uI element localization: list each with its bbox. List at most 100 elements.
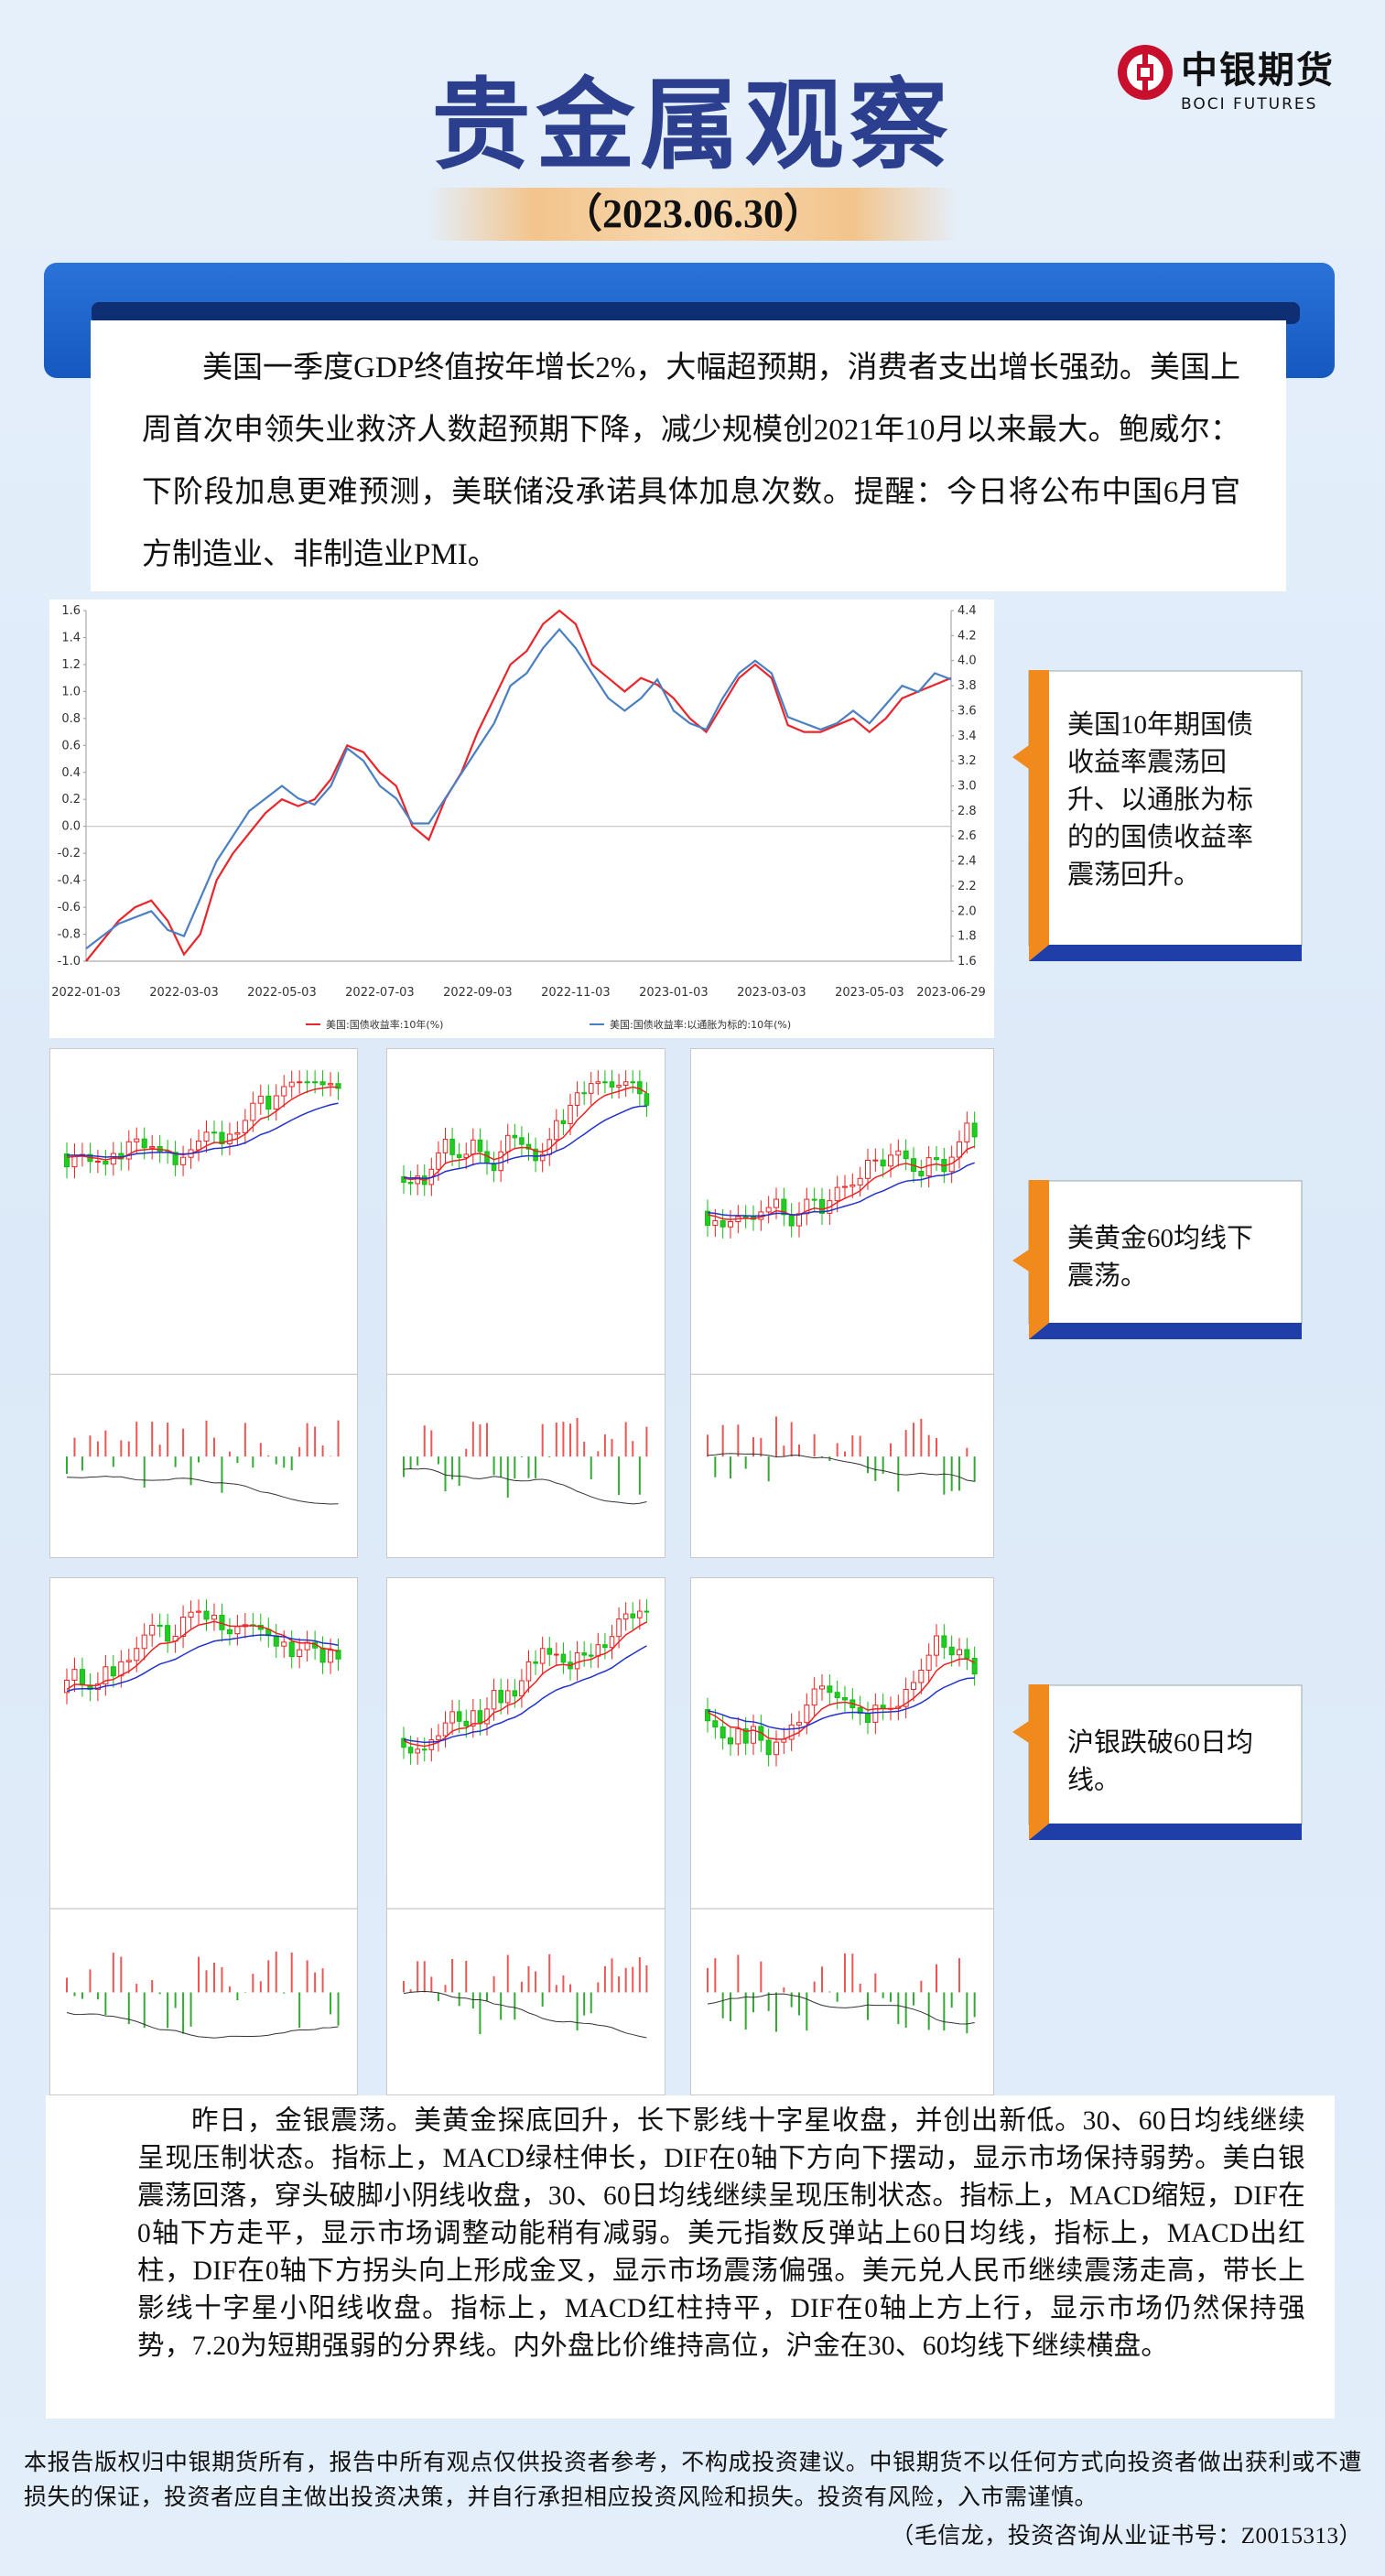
decorative-candle bbox=[63, 1153, 70, 1168]
decorative-candle bbox=[94, 1160, 101, 1163]
y-tick-label: -1.0 bbox=[58, 955, 81, 969]
chart-panel bbox=[49, 1577, 358, 2095]
panel-graphic bbox=[387, 1070, 665, 1505]
decorative-candle bbox=[304, 1081, 310, 1084]
decorative-candle bbox=[827, 1685, 833, 1694]
decorative-ma bbox=[403, 1105, 647, 1180]
decorative-candle bbox=[195, 1140, 202, 1151]
decorative-ma bbox=[403, 1621, 647, 1748]
decorative-candle bbox=[865, 1160, 871, 1179]
decorative-candle bbox=[788, 1724, 795, 1740]
decorative-candle bbox=[533, 1148, 538, 1162]
decorative-candle bbox=[141, 1138, 147, 1149]
decorative-candle bbox=[971, 1658, 978, 1675]
decorative-candle bbox=[948, 1646, 955, 1656]
y-tick-label: 1.4 bbox=[61, 631, 81, 644]
decorative-candle bbox=[804, 1705, 810, 1724]
decorative-candle bbox=[895, 1150, 902, 1156]
decorative-candle bbox=[180, 1616, 187, 1638]
decorative-candle bbox=[335, 1650, 341, 1660]
decorative-candle bbox=[539, 1153, 546, 1162]
decorative-candle bbox=[857, 1706, 863, 1715]
decorative-candle bbox=[319, 1647, 326, 1663]
decorative-candle bbox=[765, 1739, 772, 1756]
decorative-candle bbox=[903, 1150, 909, 1160]
y2-tick-label: 3.8 bbox=[958, 679, 977, 693]
title: 贵金属观察 bbox=[431, 69, 954, 183]
x-tick-label: 2022-03-03 bbox=[149, 986, 219, 1000]
legend-label: 美国:国债收益率:10年(%) bbox=[326, 1018, 443, 1031]
decorative-candle bbox=[774, 1741, 779, 1756]
decorative-candle bbox=[554, 1653, 559, 1656]
decorative-ma bbox=[66, 1634, 339, 1693]
y-tick-label: 1.2 bbox=[61, 658, 81, 672]
x-tick-label: 2023-01-03 bbox=[639, 986, 709, 1000]
decorative-candle bbox=[720, 1726, 726, 1738]
decorative-candle bbox=[463, 1720, 470, 1726]
y2-tick-label: 3.0 bbox=[958, 780, 977, 794]
decorative-candle bbox=[872, 1159, 879, 1162]
decorative-candle bbox=[857, 1177, 863, 1185]
decorative-candle bbox=[609, 1081, 615, 1088]
x-tick-label: 2022-05-03 bbox=[247, 986, 317, 1000]
decorative-candle bbox=[203, 1610, 210, 1620]
decorative-candle bbox=[872, 1705, 879, 1723]
decorative-candle bbox=[637, 1610, 643, 1618]
callout-frame bbox=[1012, 1180, 1303, 1339]
decorative-candle bbox=[519, 1680, 525, 1697]
decorative-ma bbox=[403, 1645, 647, 1744]
y-tick-label: -0.4 bbox=[58, 874, 81, 888]
decorative-candle bbox=[525, 1143, 532, 1150]
decorative-candle bbox=[588, 1654, 594, 1657]
y-tick-label: 0.6 bbox=[61, 739, 81, 752]
y2-tick-label: 4.0 bbox=[958, 655, 977, 668]
decorative-candle bbox=[242, 1120, 248, 1133]
legend-label: 美国:国债收益率:以通胀为标的:10年(%) bbox=[610, 1018, 791, 1031]
x-tick-label: 2023-05-03 bbox=[835, 986, 904, 1000]
decorative-candle bbox=[226, 1133, 233, 1144]
decorative-candle bbox=[319, 1081, 326, 1086]
decorative-candle bbox=[281, 1641, 287, 1647]
decorative-candle bbox=[134, 1648, 140, 1661]
decorative-candle bbox=[796, 1213, 802, 1227]
decorative-candle bbox=[234, 1626, 241, 1635]
logo-name: 中银期货 bbox=[1181, 49, 1335, 92]
logo-icon bbox=[1118, 45, 1173, 100]
decorative-candle bbox=[188, 1611, 194, 1618]
x-tick-label: 2023-03-03 bbox=[737, 986, 806, 1000]
decorative-candle bbox=[602, 1081, 608, 1084]
y-tick-label: 0.4 bbox=[61, 766, 81, 780]
decorative-ma bbox=[707, 1677, 975, 1730]
decorative-candle bbox=[512, 1690, 518, 1697]
decorative-macd bbox=[66, 1476, 339, 1505]
decorative-candle bbox=[622, 1081, 629, 1087]
decorative-candle bbox=[728, 1737, 733, 1745]
y2-tick-label: 2.4 bbox=[958, 855, 977, 869]
decorative-macd bbox=[403, 1990, 647, 2039]
decorative-candle bbox=[463, 1153, 470, 1158]
decorative-candle bbox=[157, 1624, 163, 1627]
y2-tick-label: 2.8 bbox=[958, 805, 977, 818]
decorative-candle bbox=[742, 1728, 749, 1744]
decorative-candle bbox=[312, 1081, 319, 1084]
decorative-candle bbox=[581, 1652, 587, 1656]
decorative-candle bbox=[415, 1748, 420, 1754]
decorative-candle bbox=[911, 1682, 916, 1691]
decorative-candle bbox=[842, 1185, 848, 1188]
decorative-candle bbox=[865, 1713, 871, 1723]
decorative-candle bbox=[226, 1629, 233, 1635]
decorative-macd bbox=[66, 2012, 339, 2039]
decorative-candle bbox=[849, 1184, 856, 1187]
decorative-candle bbox=[554, 1120, 559, 1141]
decorative-candle bbox=[728, 1220, 733, 1228]
decorative-candle bbox=[79, 1669, 85, 1686]
decorative-candle bbox=[504, 1690, 511, 1704]
decorative-candle bbox=[934, 1635, 939, 1656]
callout-frame bbox=[1012, 1684, 1303, 1840]
y2-tick-label: 3.2 bbox=[958, 754, 977, 768]
author: （毛信龙，投资咨询从业证书号：Z0015313） bbox=[891, 2524, 1362, 2549]
decorative-candle bbox=[288, 1081, 295, 1088]
callout-text: 美国10年期国债收益率震荡回升、以通胀为标的的国债收益率震荡回升。 bbox=[1067, 710, 1254, 890]
decorative-candle bbox=[616, 1618, 622, 1638]
decorative-candle bbox=[134, 1138, 140, 1142]
